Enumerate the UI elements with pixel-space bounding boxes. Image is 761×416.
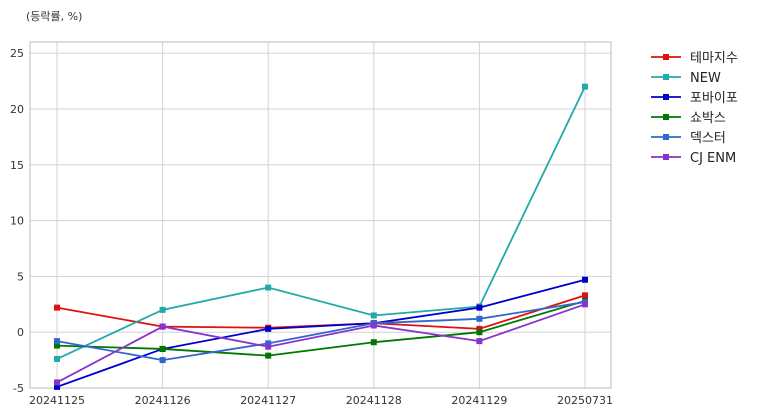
legend-item: 덱스터 <box>651 131 726 146</box>
data-point <box>54 379 60 386</box>
data-point <box>159 345 166 352</box>
y-tick-label: 15 <box>10 159 24 172</box>
y-tick-label: 10 <box>10 215 24 228</box>
data-point <box>265 343 272 350</box>
data-point <box>476 329 483 336</box>
x-tick-label: 20241128 <box>346 394 402 407</box>
data-point <box>582 276 588 283</box>
y-tick-label: 20 <box>10 103 24 116</box>
legend-label: NEW <box>690 71 721 86</box>
data-point <box>476 304 483 311</box>
data-point <box>476 325 483 332</box>
data-point <box>370 322 377 329</box>
series-5 <box>54 301 588 386</box>
data-point <box>370 312 377 319</box>
data-point <box>265 284 272 291</box>
series-group <box>54 83 588 390</box>
x-tick-label: 20241125 <box>29 394 85 407</box>
legend-marker <box>663 54 669 60</box>
series-line <box>56 303 586 384</box>
data-point <box>54 383 60 390</box>
x-tick-label: 20250731 <box>557 394 613 407</box>
data-point <box>265 352 272 359</box>
x-tick-label: 20241126 <box>135 394 191 407</box>
series-3 <box>54 297 588 359</box>
legend-marker <box>663 94 669 100</box>
legend-label: 포바이포 <box>690 91 738 106</box>
data-point <box>582 292 588 299</box>
data-point <box>159 306 166 313</box>
data-point <box>54 342 60 349</box>
y-tick-label: 0 <box>17 326 24 339</box>
data-point <box>159 323 166 330</box>
series-line <box>56 300 586 357</box>
y-axis: -5 0 5 10 15 20 25 <box>10 47 24 395</box>
legend-marker <box>663 74 669 80</box>
y-tick-label: -5 <box>13 382 24 395</box>
data-point <box>265 340 272 347</box>
legend-marker <box>663 134 669 140</box>
series-line <box>56 86 586 360</box>
data-point <box>54 338 60 345</box>
legend-label: 테마지수 <box>690 51 738 66</box>
legend-label: CJ ENM <box>690 151 736 166</box>
legend-marker <box>663 154 669 160</box>
legend-label: 쇼박스 <box>690 111 726 126</box>
x-axis: 20241125 20241126 20241127 20241128 20241129… <box>29 394 613 407</box>
data-point <box>54 355 60 362</box>
data-point <box>54 304 60 311</box>
series-line <box>56 278 586 388</box>
legend-item: 쇼박스 <box>651 111 726 126</box>
series-line <box>56 301 586 362</box>
y-tick-label: 25 <box>10 47 24 60</box>
legend-item: NEW <box>651 71 721 86</box>
data-point <box>476 338 483 345</box>
plot-area <box>29 41 612 389</box>
x-tick-label: 20241127 <box>240 394 296 407</box>
data-point <box>370 339 377 346</box>
legend-item: 포바이포 <box>651 91 738 106</box>
grid <box>30 42 611 389</box>
data-point <box>159 357 166 364</box>
data-point <box>265 325 272 332</box>
data-point <box>476 315 483 322</box>
unit-label: (등락률, %) <box>26 10 82 23</box>
legend-item: CJ ENM <box>651 151 736 166</box>
x-tick-label: 20241129 <box>451 394 507 407</box>
data-point <box>582 301 588 308</box>
legend-item: 테마지수 <box>651 51 738 66</box>
legend-marker <box>663 114 669 120</box>
data-point <box>582 83 588 90</box>
legend-label: 덱스터 <box>690 131 726 146</box>
y-tick-label: 5 <box>17 270 24 283</box>
